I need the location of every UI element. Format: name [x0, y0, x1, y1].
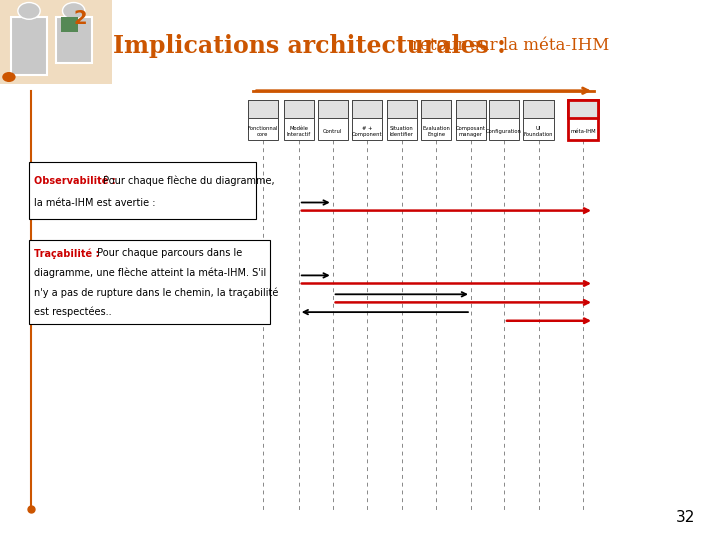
Text: retour sur la méta-IHM: retour sur la méta-IHM	[412, 37, 609, 55]
Text: UI
Foundation: UI Foundation	[524, 126, 553, 137]
Bar	[489, 100, 519, 118]
Bar	[456, 100, 486, 140]
Bar	[248, 100, 278, 140]
Bar	[284, 100, 314, 140]
Bar	[352, 100, 382, 118]
Text: méta-IHM: méta-IHM	[570, 129, 596, 134]
Bar	[421, 100, 451, 118]
Bar	[61, 17, 78, 32]
Bar	[248, 100, 278, 118]
Bar	[568, 100, 598, 118]
Circle shape	[2, 72, 16, 82]
Text: Pour chaque parcours dans le: Pour chaque parcours dans le	[94, 248, 242, 259]
Bar	[318, 100, 348, 140]
Bar	[489, 100, 519, 140]
Bar	[29, 240, 270, 324]
Text: Evaluation
Engine: Evaluation Engine	[423, 126, 450, 137]
Bar	[318, 100, 348, 118]
Text: Observabilité :: Observabilité :	[34, 176, 116, 186]
Text: Contrul: Contrul	[323, 129, 342, 134]
Text: Modèle
Interactif: Modèle Interactif	[287, 126, 311, 137]
Bar	[56, 17, 91, 63]
Text: Pour chaque flèche du diagramme,: Pour chaque flèche du diagramme,	[100, 176, 275, 186]
Text: la méta-IHM est avertie :: la méta-IHM est avertie :	[34, 198, 156, 208]
Bar	[29, 162, 256, 219]
Bar	[421, 100, 451, 140]
Bar	[284, 100, 314, 118]
Text: Traçabilité :: Traçabilité :	[34, 248, 99, 259]
Text: Configuration: Configuration	[486, 129, 522, 134]
Text: diagramme, une flèche atteint la méta-IHM. S'il: diagramme, une flèche atteint la méta-IH…	[34, 267, 266, 278]
Text: Implications architecturales :: Implications architecturales :	[113, 34, 514, 58]
Bar	[523, 100, 554, 140]
Bar	[387, 100, 417, 118]
Text: Situation
Identifier: Situation Identifier	[390, 126, 414, 137]
Text: 32: 32	[675, 510, 695, 525]
Bar	[523, 100, 554, 118]
Bar	[352, 100, 382, 140]
Text: 2: 2	[73, 9, 87, 28]
Bar	[456, 100, 486, 118]
Circle shape	[63, 3, 85, 19]
Text: est respectées..: est respectées..	[34, 307, 112, 317]
Text: Fonctionnal
core: Fonctionnal core	[248, 126, 278, 137]
Text: Composant
manager: Composant manager	[456, 126, 486, 137]
Circle shape	[18, 3, 40, 19]
Bar	[387, 100, 417, 140]
Text: n'y a pas de rupture dans le chemin, la traçabilité: n'y a pas de rupture dans le chemin, la …	[34, 287, 278, 298]
Text: # +
Component: # + Component	[352, 126, 382, 137]
Bar	[12, 17, 47, 75]
Bar	[568, 100, 598, 140]
